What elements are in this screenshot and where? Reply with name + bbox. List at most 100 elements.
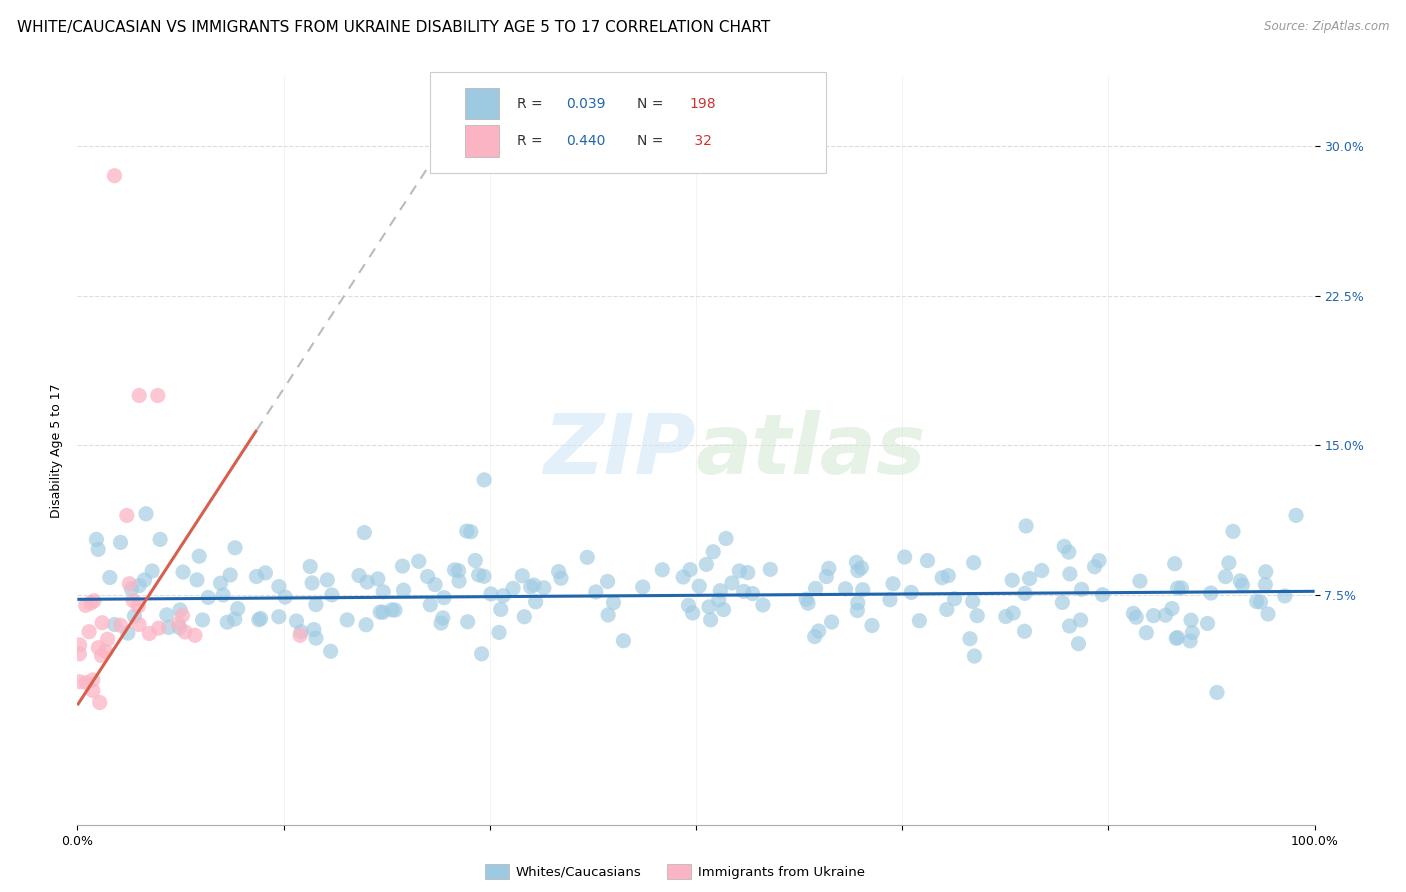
Point: [1166, 631, 1188, 645]
Point: [226, 601, 249, 615]
Point: [118, 576, 141, 591]
Point: [87, 640, 110, 655]
Point: [908, 614, 931, 628]
Point: [219, 568, 242, 582]
Point: [381, 603, 404, 617]
Point: [471, 647, 494, 661]
Point: [900, 585, 922, 599]
Point: [612, 633, 634, 648]
Point: [209, 576, 232, 591]
Point: [936, 568, 959, 582]
Point: [69, 638, 91, 652]
Point: [169, 603, 191, 617]
Point: [834, 582, 856, 596]
Point: [733, 584, 755, 599]
Point: [110, 535, 132, 549]
Point: [489, 602, 512, 616]
Point: [336, 613, 359, 627]
Point: [672, 570, 695, 584]
Point: [416, 569, 439, 583]
FancyBboxPatch shape: [464, 125, 499, 157]
Point: [217, 615, 239, 630]
Point: [1180, 613, 1202, 627]
Point: [184, 628, 207, 642]
Point: [651, 563, 673, 577]
Point: [82, 673, 104, 687]
Point: [585, 585, 607, 599]
Point: [301, 576, 323, 591]
Point: [803, 630, 825, 644]
Point: [157, 620, 180, 634]
Point: [128, 617, 150, 632]
Point: [447, 564, 470, 578]
Point: [347, 568, 370, 582]
Point: [1001, 573, 1024, 587]
Point: [87, 542, 110, 557]
Point: [197, 591, 219, 605]
Point: [80, 596, 103, 610]
Point: [596, 574, 619, 589]
Point: [299, 559, 322, 574]
Point: [82, 683, 104, 698]
Point: [321, 588, 343, 602]
Point: [1091, 588, 1114, 602]
Point: [797, 596, 820, 610]
Point: [713, 602, 735, 616]
Point: [274, 590, 297, 604]
Point: [1229, 574, 1251, 588]
Point: [138, 626, 160, 640]
Point: [852, 582, 875, 597]
Point: [963, 648, 986, 663]
Point: [702, 545, 724, 559]
Point: [1059, 619, 1081, 633]
Point: [794, 592, 817, 607]
Point: [1002, 606, 1025, 620]
Point: [104, 617, 127, 632]
Point: [917, 553, 939, 567]
Point: [488, 625, 510, 640]
Point: [408, 554, 430, 568]
Point: [1154, 608, 1177, 623]
Point: [741, 586, 763, 600]
Point: [464, 553, 486, 567]
Point: [1031, 564, 1053, 578]
Point: [513, 609, 536, 624]
Legend: Whites/Caucasians, Immigrants from Ukraine: Whites/Caucasians, Immigrants from Ukrai…: [478, 857, 872, 886]
Point: [1129, 574, 1152, 588]
Point: [602, 596, 624, 610]
Point: [319, 644, 342, 658]
Point: [533, 581, 555, 595]
Point: [1254, 577, 1277, 591]
Point: [443, 563, 465, 577]
Point: [392, 583, 415, 598]
Point: [1246, 594, 1268, 608]
Point: [845, 555, 868, 569]
Point: [77, 624, 100, 639]
Text: N =: N =: [637, 134, 668, 148]
Point: [69, 674, 91, 689]
Text: 0.039: 0.039: [567, 96, 606, 111]
Point: [288, 628, 311, 642]
Point: [472, 569, 495, 583]
Point: [354, 617, 377, 632]
Text: R =: R =: [516, 96, 547, 111]
Point: [679, 563, 702, 577]
Point: [305, 631, 328, 645]
Point: [1285, 508, 1308, 523]
Point: [931, 571, 953, 585]
Point: [75, 675, 97, 690]
Text: 0.440: 0.440: [567, 134, 606, 148]
Point: [728, 564, 751, 578]
Point: [285, 614, 308, 628]
Point: [935, 602, 957, 616]
Point: [820, 615, 842, 629]
Point: [172, 608, 194, 623]
Point: [962, 556, 984, 570]
Point: [519, 580, 541, 594]
Point: [524, 595, 547, 609]
Point: [1015, 519, 1038, 533]
FancyBboxPatch shape: [430, 72, 825, 173]
Point: [156, 607, 179, 622]
Point: [115, 508, 138, 523]
Text: N =: N =: [637, 96, 668, 111]
